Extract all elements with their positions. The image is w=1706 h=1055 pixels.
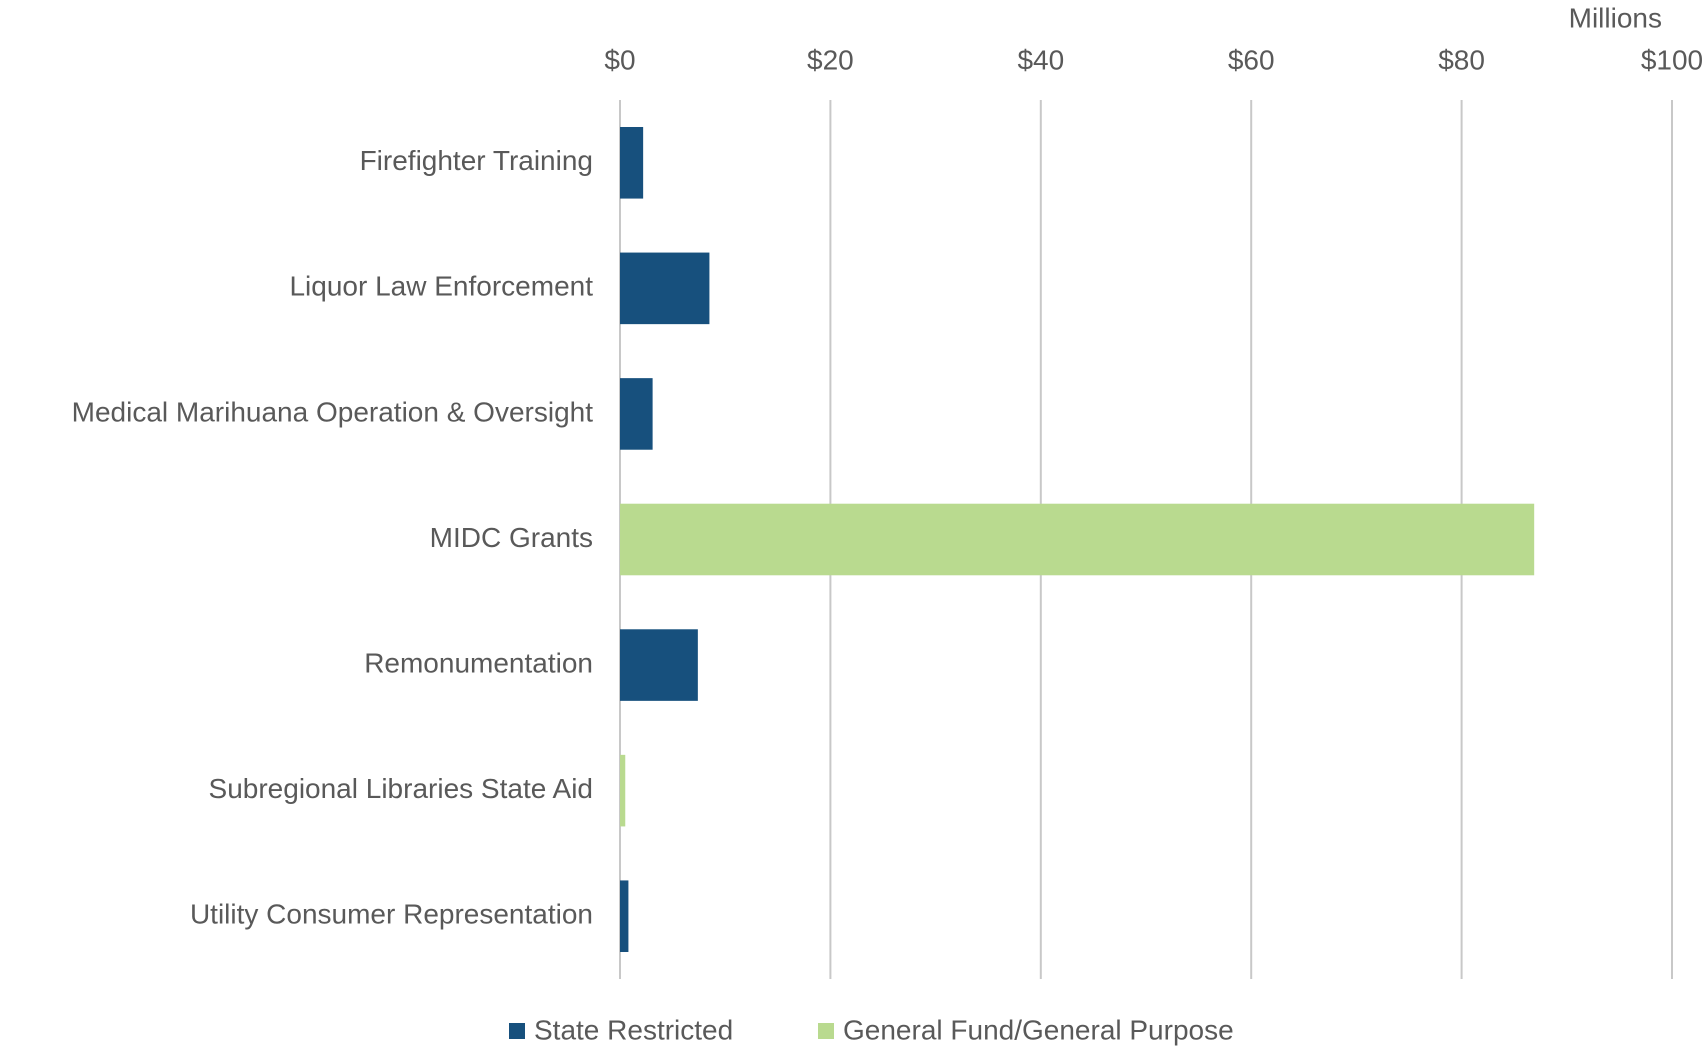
x-tick-label: $40 bbox=[1017, 44, 1064, 75]
x-axis-label: Millions bbox=[1569, 2, 1662, 33]
y-tick-label: Remonumentation bbox=[364, 647, 593, 678]
y-tick-label: Medical Marihuana Operation & Oversight bbox=[72, 396, 594, 427]
x-tick-label: $20 bbox=[807, 44, 854, 75]
bar bbox=[620, 378, 653, 450]
y-tick-label: Utility Consumer Representation bbox=[190, 899, 593, 930]
legend-label: State Restricted bbox=[534, 1014, 733, 1045]
bar bbox=[620, 126, 644, 199]
bar bbox=[620, 754, 626, 827]
legend-swatch bbox=[509, 1023, 525, 1039]
bar bbox=[620, 503, 1535, 576]
x-tick-label: $80 bbox=[1438, 44, 1485, 75]
y-tick-label: MIDC Grants bbox=[430, 522, 593, 553]
bar bbox=[620, 252, 710, 325]
y-tick-label: Firefighter Training bbox=[360, 145, 593, 176]
legend-label: General Fund/General Purpose bbox=[843, 1014, 1234, 1045]
y-tick-label: Subregional Libraries State Aid bbox=[209, 773, 593, 804]
x-tick-label: $100 bbox=[1641, 44, 1703, 75]
bar bbox=[620, 880, 629, 953]
x-tick-label: $0 bbox=[604, 44, 635, 75]
bar bbox=[620, 629, 698, 701]
legend-swatch bbox=[818, 1023, 834, 1039]
x-tick-label: $60 bbox=[1228, 44, 1275, 75]
y-tick-label: Liquor Law Enforcement bbox=[289, 271, 593, 302]
